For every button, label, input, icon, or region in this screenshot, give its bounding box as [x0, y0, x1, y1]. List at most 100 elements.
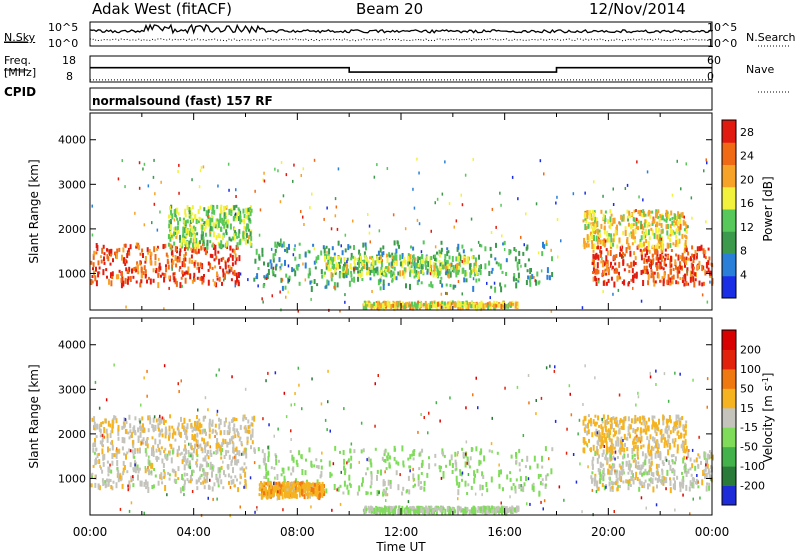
power-cell [229, 223, 232, 230]
velocity-cell [648, 439, 651, 446]
velocity-cell [194, 433, 197, 440]
velocity-cell [636, 446, 639, 451]
velocity-cell [634, 418, 637, 424]
power-cell [276, 241, 279, 246]
power-cell [182, 257, 185, 264]
velocity-cell [504, 386, 506, 390]
velocity-cell [616, 487, 619, 491]
velocity-cell [665, 440, 668, 446]
power-cell [199, 169, 202, 173]
power-cell [152, 268, 155, 273]
power-cell [400, 303, 403, 308]
velocity-cell [684, 449, 687, 454]
power-cell [170, 258, 173, 263]
power-cell [509, 304, 512, 308]
velocity-cell [683, 433, 686, 439]
power-cell [215, 282, 218, 288]
power-cell [621, 281, 624, 285]
velocity-cell [664, 437, 667, 443]
velocity-cell [697, 480, 699, 484]
power-cell [677, 225, 680, 231]
power-cell [431, 270, 434, 274]
velocity-cell [267, 470, 270, 476]
power-cell [666, 279, 669, 285]
velocity-cell [301, 407, 303, 411]
velocity-cell [599, 477, 602, 484]
velocity-cell [652, 419, 655, 425]
power-cell [537, 251, 540, 255]
power-cell [222, 268, 225, 273]
velocity-cell [168, 473, 171, 477]
power-cell [212, 222, 215, 227]
velocity-cell [157, 444, 160, 448]
velocity-cell [674, 426, 677, 431]
power-cell [653, 271, 656, 275]
power-cell [287, 290, 289, 294]
velocity-cell [505, 506, 508, 510]
velocity-cell [648, 469, 651, 473]
power-cell [217, 233, 220, 239]
power-cell [178, 191, 180, 195]
velocity-cell [267, 477, 270, 482]
power-cell [245, 214, 248, 219]
velocity-cell [675, 414, 678, 421]
power-cell [224, 261, 227, 267]
velocity-cell [501, 509, 503, 516]
power-cell [659, 279, 661, 283]
velocity-cell [215, 432, 218, 436]
velocity-cell [606, 433, 609, 438]
velocity-cell [645, 420, 648, 425]
power-cell [472, 157, 474, 161]
velocity-cell [461, 447, 464, 451]
power-cell [397, 271, 400, 276]
power-cell [163, 276, 166, 283]
velocity-cell [685, 445, 688, 452]
power-cell [383, 300, 386, 306]
power-cell [278, 257, 281, 263]
velocity-cell [412, 485, 415, 489]
power-cell [237, 207, 240, 211]
power-cell [191, 279, 194, 284]
power-cell [248, 207, 251, 211]
velocity-cell [107, 446, 109, 453]
velocity-cell [593, 422, 596, 427]
power-cell [279, 241, 282, 247]
velocity-cell [676, 431, 679, 436]
power-cell [207, 279, 210, 286]
velocity-cell [360, 449, 363, 454]
power-cell [470, 248, 473, 252]
velocity-cell [222, 486, 225, 490]
power-cell [640, 254, 643, 261]
power-cell [387, 282, 390, 286]
power-cell [223, 223, 226, 229]
velocity-cell [531, 484, 534, 491]
velocity-cell [543, 499, 546, 503]
velocity-cell [203, 438, 206, 445]
velocity-cell [656, 478, 659, 484]
power-cell [156, 228, 159, 232]
velocity-cell [594, 473, 597, 477]
power-cell [416, 280, 419, 286]
power-cell [190, 212, 193, 216]
velocity-cell [665, 458, 668, 462]
power-cell [428, 283, 430, 287]
velocity-cell [681, 478, 684, 485]
power-cell [650, 272, 653, 276]
velocity-cell [182, 477, 185, 481]
power-cell [222, 271, 225, 278]
velocity-cell [655, 463, 658, 469]
velocity-cell [157, 480, 160, 486]
power-cell [327, 280, 330, 286]
power-cell [216, 224, 219, 230]
velocity-cell [417, 508, 420, 515]
power-cell [207, 206, 210, 210]
power-cell [474, 265, 477, 269]
velocity-cell [98, 459, 101, 464]
power-cell [182, 273, 184, 277]
velocity-cell [657, 443, 660, 448]
power-cell [350, 270, 353, 274]
velocity-cell [299, 481, 302, 488]
velocity-cell [603, 445, 605, 448]
power-cell [446, 270, 448, 274]
power-cell [642, 198, 644, 202]
